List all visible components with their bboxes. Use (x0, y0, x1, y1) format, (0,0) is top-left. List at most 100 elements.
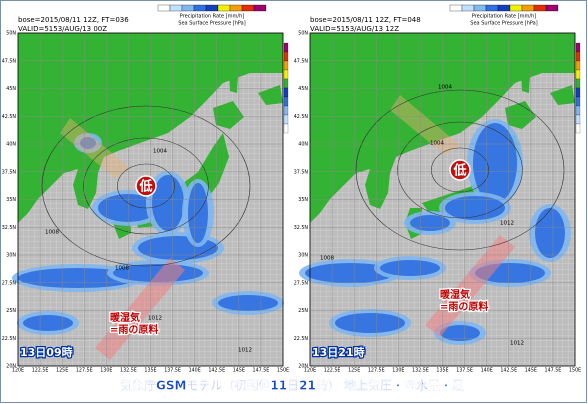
vertical-colorbar-cell (575, 114, 581, 125)
rain (218, 295, 278, 311)
lat-label: 45N (298, 86, 308, 92)
vertical-colorbar-cell (575, 78, 581, 89)
colorbar-cell (449, 4, 463, 12)
lat-label: 22.5N (294, 336, 309, 342)
lat-label: 30N (298, 253, 308, 259)
vertical-colorbar-cell (575, 42, 581, 53)
lat-label: 47.5N (2, 58, 17, 64)
vertical-colorbar-cell (283, 69, 289, 80)
map-border (309, 32, 576, 367)
time-label: 13日21時 (312, 345, 365, 359)
rain (473, 123, 517, 203)
rain (80, 137, 96, 149)
lat-label: 40N (6, 142, 16, 148)
land (505, 101, 536, 129)
lat-label: 35N (298, 197, 308, 203)
lat-label: 32.5N (2, 225, 17, 231)
lat-label: 37.5N (294, 169, 309, 175)
vertical-colorbar-cell (283, 51, 289, 62)
low-label: 低 (452, 163, 466, 179)
lon-label: 125E (348, 368, 360, 374)
moist-note: =雨の原料 (440, 300, 488, 313)
lon-label: 132.5E (412, 368, 429, 374)
lon-label: 137.5E (456, 368, 473, 374)
lat-label: 50N (6, 31, 16, 37)
land (213, 101, 244, 129)
lat-label: 42.5N (294, 114, 309, 120)
valid-time: VALID=5153/AUG/13 12Z (310, 25, 399, 33)
colorbar-cell (545, 4, 559, 12)
lon-label: 122.5E (324, 368, 341, 374)
lon-label: 127.5E (76, 368, 93, 374)
rain (335, 313, 405, 333)
low-marker (449, 159, 471, 181)
map-border (17, 32, 284, 367)
lon-label: 145E (525, 368, 537, 374)
vertical-colorbar-cell (283, 114, 289, 125)
colorbar-cell (229, 4, 243, 12)
lon-label: 142.5E (208, 368, 225, 374)
isobar-label: 1008 (115, 266, 129, 272)
vertical-colorbar-cell (283, 87, 289, 98)
base-time: bose=2015/08/11 12Z, FT=036 (18, 16, 129, 24)
vertical-colorbar-cell (575, 105, 581, 116)
pressure-title: Sea Surface Pressure [hPa] (470, 21, 537, 27)
lat-label: 27.5N (294, 280, 309, 286)
lat-label: 22.5N (2, 336, 17, 342)
lon-label: 142.5E (500, 368, 517, 374)
isobar-label: 1004 (430, 141, 444, 147)
lon-label: 122.5E (32, 368, 49, 374)
vertical-colorbar-cell (575, 69, 581, 80)
colorbar-cell (473, 4, 487, 12)
vertical-colorbar-cell (283, 60, 289, 71)
time-label: 13日09時 (20, 345, 73, 359)
rain (98, 194, 158, 222)
lon-label: 120E (12, 368, 24, 374)
land (258, 85, 283, 105)
valid-time: VALID=5153/AUG/13 00Z (18, 25, 107, 33)
colorbar-cell (533, 4, 547, 12)
rain (305, 263, 395, 283)
vertical-colorbar-cell (575, 87, 581, 98)
lon-label: 137.5E (164, 368, 181, 374)
lon-label: 130E (100, 368, 112, 374)
moist-label: 暖湿気 (110, 311, 140, 324)
caption: 気象庁GSMモデル（初期値11日21時） 地上気圧・降水量・風 (120, 378, 464, 393)
colorbar-cell (253, 4, 267, 12)
vertical-colorbar-cell (575, 96, 581, 107)
rain (410, 215, 450, 231)
isobar (83, 137, 209, 235)
lat-label: 32.5N (294, 225, 309, 231)
pressure-title: Sea Surface Pressure [hPa] (178, 21, 245, 27)
rain (380, 260, 440, 276)
lon-label: 120E (304, 368, 316, 374)
isobar-label: 1004 (438, 85, 452, 91)
land (550, 85, 575, 105)
vertical-colorbar-cell (283, 96, 289, 107)
colorbar-cell (241, 4, 255, 12)
low-label: 低 (138, 179, 152, 195)
lat-label: 50N (298, 31, 308, 37)
vertical-colorbar-cell (575, 60, 581, 71)
land (520, 53, 531, 93)
isobar-label: 1008 (45, 230, 59, 236)
colorbar-cell (485, 4, 499, 12)
moist-label: 暖湿気 (440, 288, 470, 301)
isobar-label: 1012 (238, 348, 252, 354)
land (228, 53, 239, 93)
base-time: bose=2015/08/11 12Z, FT=048 (310, 16, 421, 24)
isobar (431, 147, 489, 193)
lon-label: 140E (189, 368, 201, 374)
colorbar-cell (181, 4, 195, 12)
lon-label: 135E (436, 368, 448, 374)
lat-label: 47.5N (294, 58, 309, 64)
precip-title: Precipitation Rate [mm/h] (180, 14, 244, 20)
isobar (117, 163, 175, 209)
lon-label: 147.5E (253, 368, 270, 374)
isobar-label: 1008 (320, 256, 334, 262)
isobar-label: 1004 (153, 149, 167, 155)
isobar (41, 105, 251, 267)
